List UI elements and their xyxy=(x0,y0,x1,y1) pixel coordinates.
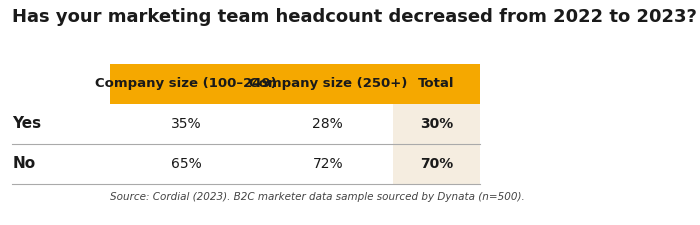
Text: 28%: 28% xyxy=(312,117,343,130)
Text: 35%: 35% xyxy=(171,117,202,130)
FancyBboxPatch shape xyxy=(393,144,480,184)
FancyBboxPatch shape xyxy=(393,104,480,144)
Text: 30%: 30% xyxy=(420,117,453,130)
Text: Company size (100–249): Company size (100–249) xyxy=(95,77,277,90)
Text: Has your marketing team headcount decreased from 2022 to 2023?: Has your marketing team headcount decrea… xyxy=(13,8,697,26)
Text: Company size (250+): Company size (250+) xyxy=(248,77,407,90)
FancyBboxPatch shape xyxy=(110,64,262,104)
Text: 72%: 72% xyxy=(312,157,343,171)
Text: No: No xyxy=(13,156,36,171)
Text: 65%: 65% xyxy=(171,157,202,171)
Text: Source: Cordial (2023). B2C marketer data sample sourced by Dynata (n=500).: Source: Cordial (2023). B2C marketer dat… xyxy=(110,193,525,202)
Text: Yes: Yes xyxy=(13,116,41,131)
Text: Total: Total xyxy=(419,77,455,90)
Text: 70%: 70% xyxy=(420,157,453,171)
FancyBboxPatch shape xyxy=(262,64,393,104)
FancyBboxPatch shape xyxy=(393,64,480,104)
